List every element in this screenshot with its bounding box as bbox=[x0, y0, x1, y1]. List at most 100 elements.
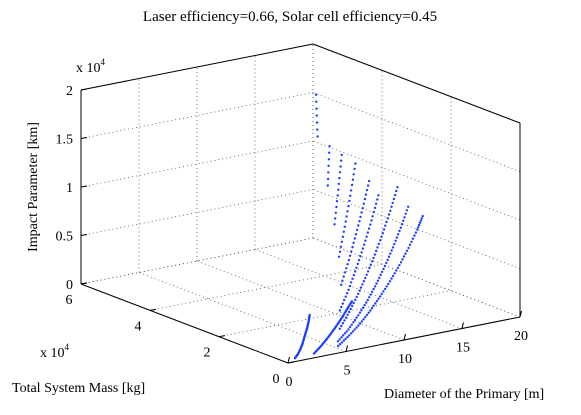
data-point bbox=[375, 299, 379, 303]
data-point bbox=[385, 220, 388, 224]
data-point bbox=[365, 273, 368, 276]
data-point bbox=[405, 249, 409, 252]
data-point bbox=[346, 313, 349, 316]
data-point bbox=[347, 288, 350, 291]
grid-line bbox=[312, 140, 521, 221]
data-point bbox=[362, 202, 365, 205]
data-point bbox=[340, 283, 343, 286]
data-point bbox=[316, 128, 319, 131]
data-point bbox=[337, 188, 340, 191]
data-point bbox=[315, 114, 318, 117]
data-point bbox=[362, 318, 365, 321]
data-point bbox=[336, 340, 340, 343]
z-tick-label: 2 bbox=[66, 84, 73, 99]
data-point bbox=[357, 324, 360, 327]
data-point bbox=[339, 159, 343, 162]
data-point bbox=[345, 330, 348, 333]
data-point bbox=[389, 209, 392, 212]
chart-title: Laser efficiency=0.66, Solar cell effici… bbox=[143, 9, 437, 25]
data-point bbox=[348, 284, 352, 288]
data-point bbox=[405, 209, 409, 212]
data-point bbox=[361, 207, 364, 210]
data-point bbox=[334, 217, 337, 220]
data-point bbox=[354, 162, 357, 165]
data-point bbox=[354, 270, 357, 273]
x-tick-mark bbox=[345, 345, 348, 352]
data-point bbox=[337, 344, 340, 348]
data-point bbox=[359, 322, 362, 325]
data-point bbox=[351, 330, 355, 333]
data-point bbox=[370, 219, 373, 222]
data-point bbox=[364, 239, 367, 242]
grid-line bbox=[80, 92, 314, 139]
data-point bbox=[389, 252, 392, 255]
data-point bbox=[376, 198, 379, 201]
y-tick-mark bbox=[218, 335, 226, 338]
z-multiplier: x 104 bbox=[76, 57, 106, 76]
data-points bbox=[293, 93, 424, 360]
data-point bbox=[316, 135, 319, 138]
data-point bbox=[396, 266, 400, 270]
data-point bbox=[326, 177, 330, 181]
data-point bbox=[342, 230, 345, 233]
y-axis-line bbox=[80, 283, 289, 364]
data-point bbox=[344, 337, 347, 341]
y-tick-label: 6 bbox=[66, 293, 73, 308]
data-point bbox=[351, 277, 354, 280]
data-point bbox=[335, 205, 338, 209]
data-point bbox=[377, 297, 380, 300]
y-tick-label: 4 bbox=[135, 319, 142, 334]
data-point bbox=[370, 307, 374, 310]
z-axis-label: Impact Parameter [km] bbox=[26, 122, 41, 252]
data-point bbox=[346, 335, 349, 339]
data-point bbox=[363, 243, 366, 246]
data-point bbox=[387, 213, 391, 216]
data-point bbox=[348, 325, 352, 329]
data-point bbox=[380, 235, 383, 238]
data-point bbox=[363, 197, 367, 201]
data-point bbox=[366, 184, 370, 187]
data-point bbox=[364, 315, 367, 319]
data-point bbox=[352, 273, 356, 277]
data-point bbox=[365, 235, 368, 238]
data-point bbox=[376, 279, 380, 282]
data-point bbox=[364, 193, 368, 196]
data-point bbox=[391, 201, 394, 205]
data-point bbox=[401, 258, 404, 261]
y-axis-label: Total System Mass [kg] bbox=[12, 381, 145, 396]
data-point bbox=[353, 237, 356, 240]
data-point bbox=[392, 197, 396, 201]
z-tick-mark bbox=[80, 282, 88, 285]
data-point bbox=[368, 266, 371, 270]
data-point bbox=[338, 327, 341, 330]
data-point bbox=[396, 186, 399, 189]
data-point bbox=[350, 300, 354, 303]
data-point bbox=[399, 261, 403, 264]
data-point bbox=[345, 215, 348, 218]
data-point bbox=[355, 295, 358, 299]
z-tick-label: 0.5 bbox=[56, 230, 74, 245]
data-point bbox=[390, 205, 393, 208]
y-tick-mark bbox=[287, 361, 295, 364]
data-point bbox=[327, 158, 331, 161]
data-point bbox=[387, 255, 391, 258]
data-point bbox=[390, 249, 393, 252]
data-point bbox=[343, 271, 347, 274]
data-point bbox=[367, 227, 371, 230]
data-point bbox=[371, 260, 374, 263]
x-tick-label: 5 bbox=[344, 364, 351, 379]
grid-line bbox=[312, 92, 521, 172]
data-point bbox=[391, 274, 395, 278]
grid-line bbox=[312, 237, 521, 318]
data-point bbox=[373, 206, 377, 210]
data-point bbox=[354, 233, 358, 236]
data-point bbox=[327, 164, 330, 167]
data-point bbox=[364, 276, 367, 280]
data-point bbox=[395, 189, 398, 193]
data-point bbox=[338, 309, 342, 312]
data-point bbox=[393, 193, 397, 197]
data-point bbox=[385, 285, 388, 288]
y-tick-mark bbox=[149, 308, 157, 311]
data-point bbox=[369, 309, 372, 312]
data-point bbox=[352, 321, 355, 324]
